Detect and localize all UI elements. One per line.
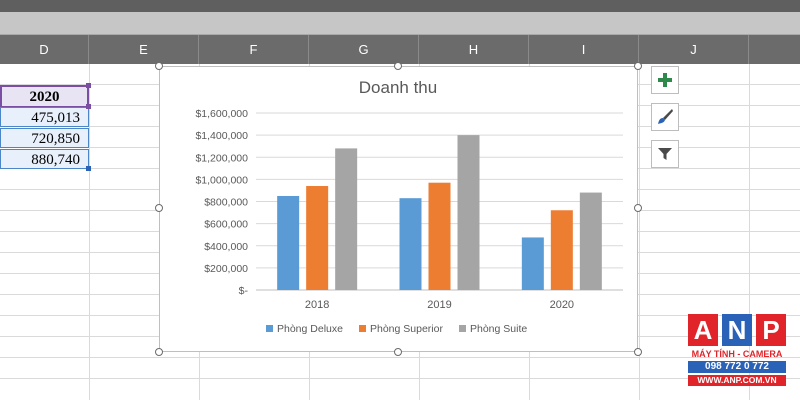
y-tick-label: $- bbox=[239, 285, 249, 297]
chart-filters-button[interactable] bbox=[651, 140, 679, 168]
y-tick-label: $400,000 bbox=[204, 241, 248, 253]
bar[interactable] bbox=[521, 237, 544, 290]
chart-resize-handle-tr[interactable] bbox=[634, 62, 642, 70]
chart-styles-button[interactable] bbox=[651, 103, 679, 131]
chart-resize-handle-bl[interactable] bbox=[155, 348, 163, 356]
bar[interactable] bbox=[399, 198, 422, 290]
column-header-blank bbox=[749, 35, 800, 64]
x-tick-label: 2018 bbox=[305, 299, 329, 311]
column-header-g[interactable]: G bbox=[309, 35, 419, 64]
formula-bar[interactable] bbox=[0, 12, 800, 35]
cell-value-3[interactable]: 880,740 bbox=[0, 149, 89, 169]
chart-resize-handle-tl[interactable] bbox=[155, 62, 163, 70]
y-tick-label: $600,000 bbox=[204, 219, 248, 231]
y-tick-label: $1,000,000 bbox=[195, 174, 248, 186]
y-tick-label: $1,400,000 bbox=[195, 130, 248, 142]
logo-letter-a: A bbox=[688, 314, 718, 346]
bar[interactable] bbox=[277, 195, 300, 290]
bar[interactable] bbox=[457, 135, 480, 290]
chart-area[interactable]: Doanh thu $- $200,000 $400,000 $600,000 $800… bbox=[159, 66, 638, 352]
bar[interactable] bbox=[550, 210, 573, 290]
logo-letter-p: P bbox=[756, 314, 786, 346]
bar[interactable] bbox=[428, 182, 451, 290]
anp-logo: A N P MÁY TÍNH - CAMERA 098 772 0 772 WW… bbox=[688, 314, 798, 394]
chart-title[interactable]: Doanh thu bbox=[359, 78, 437, 97]
bar[interactable] bbox=[306, 186, 329, 290]
chart-resize-handle-bm[interactable] bbox=[394, 348, 402, 356]
column-headers: D E F G H I J bbox=[0, 35, 800, 64]
y-tick-label: $1,600,000 bbox=[195, 108, 248, 120]
cell-value-1[interactable]: 475,013 bbox=[0, 107, 89, 127]
y-tick-label: $1,200,000 bbox=[195, 152, 248, 164]
selected-cell-range[interactable]: 2020 475,013 720,850 880,740 bbox=[0, 85, 90, 169]
range-handle-top[interactable] bbox=[86, 83, 91, 88]
bar-chart: Doanh thu $- $200,000 $400,000 $600,000 $800… bbox=[195, 78, 623, 335]
bar[interactable] bbox=[335, 148, 358, 290]
legend-swatch bbox=[359, 325, 366, 332]
logo-phone: 098 772 0 772 bbox=[688, 361, 786, 373]
chart-resize-handle-tm[interactable] bbox=[394, 62, 402, 70]
x-tick-label: 2019 bbox=[427, 299, 451, 311]
brush-icon bbox=[658, 109, 673, 124]
legend-label: Phòng Superior bbox=[370, 323, 443, 335]
bar[interactable] bbox=[579, 192, 602, 290]
filter-icon bbox=[658, 148, 672, 160]
cell-year-header[interactable]: 2020 bbox=[0, 85, 89, 108]
legend-label: Phòng Suite bbox=[470, 323, 527, 335]
logo-tagline: MÁY TÍNH - CAMERA bbox=[691, 349, 783, 359]
column-header-h[interactable]: H bbox=[419, 35, 529, 64]
column-header-e[interactable]: E bbox=[89, 35, 199, 64]
chart-resize-handle-mr[interactable] bbox=[634, 204, 642, 212]
legend-swatch bbox=[459, 325, 466, 332]
plus-icon bbox=[658, 73, 672, 87]
cell-value-2[interactable]: 720,850 bbox=[0, 128, 89, 148]
logo-url: WWW.ANP.COM.VN bbox=[688, 375, 786, 386]
chart-resize-handle-ml[interactable] bbox=[155, 204, 163, 212]
legend-label: Phòng Deluxe bbox=[277, 323, 343, 335]
x-tick-label: 2020 bbox=[550, 299, 574, 311]
chart-resize-handle-br[interactable] bbox=[634, 348, 642, 356]
range-handle-bottom[interactable] bbox=[86, 166, 91, 171]
chart-elements-button[interactable] bbox=[651, 66, 679, 94]
range-handle-mid[interactable] bbox=[86, 104, 91, 109]
column-header-j[interactable]: J bbox=[639, 35, 749, 64]
y-tick-label: $200,000 bbox=[204, 263, 248, 275]
column-header-d[interactable]: D bbox=[0, 35, 89, 64]
column-header-f[interactable]: F bbox=[199, 35, 309, 64]
legend-swatch bbox=[266, 325, 273, 332]
column-header-i[interactable]: I bbox=[529, 35, 639, 64]
y-tick-label: $800,000 bbox=[204, 197, 248, 209]
ribbon-bar bbox=[0, 0, 800, 12]
logo-letter-n: N bbox=[722, 314, 752, 346]
